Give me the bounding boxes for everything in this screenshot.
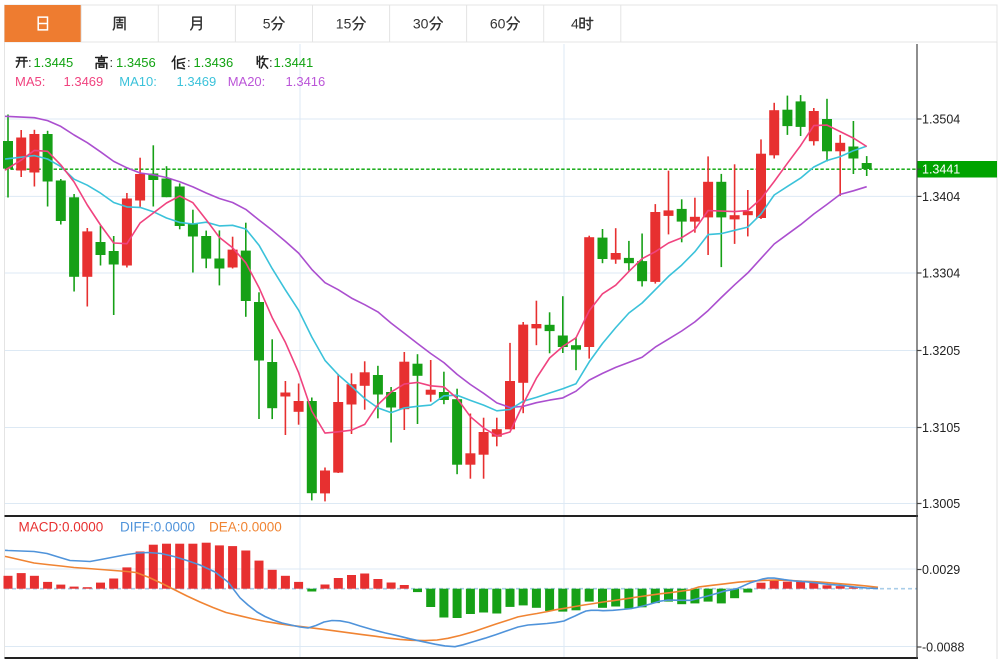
svg-text::: : bbox=[110, 55, 114, 70]
svg-text:4: 4 bbox=[571, 16, 579, 32]
svg-text:DEA:0.0000: DEA:0.0000 bbox=[209, 520, 282, 535]
svg-text:MACD:0.0000: MACD:0.0000 bbox=[19, 520, 104, 535]
svg-text:1.3404: 1.3404 bbox=[922, 190, 960, 204]
svg-text::: : bbox=[187, 55, 191, 70]
svg-text:1.3469: 1.3469 bbox=[64, 74, 104, 89]
svg-text:1.3436: 1.3436 bbox=[194, 55, 234, 70]
svg-text:15: 15 bbox=[336, 16, 352, 32]
svg-text:1.3469: 1.3469 bbox=[177, 74, 217, 89]
svg-text:MA20:: MA20: bbox=[228, 74, 266, 89]
svg-text:1.3105: 1.3105 bbox=[922, 421, 960, 435]
svg-text:5: 5 bbox=[263, 16, 271, 32]
svg-text:1.3205: 1.3205 bbox=[922, 344, 960, 358]
svg-text:DIFF:0.0000: DIFF:0.0000 bbox=[120, 520, 195, 535]
svg-text:0.0029: 0.0029 bbox=[922, 563, 960, 577]
svg-text:30: 30 bbox=[413, 16, 429, 32]
svg-text::: : bbox=[269, 55, 273, 70]
svg-text:1.3504: 1.3504 bbox=[922, 113, 960, 127]
svg-text:1.3304: 1.3304 bbox=[922, 267, 960, 281]
svg-text:1.3441: 1.3441 bbox=[922, 163, 960, 177]
svg-text:1.3441: 1.3441 bbox=[274, 55, 314, 70]
svg-text:-0.0088: -0.0088 bbox=[922, 641, 964, 655]
svg-text:60: 60 bbox=[490, 16, 506, 32]
svg-text:1.3456: 1.3456 bbox=[116, 55, 156, 70]
svg-text:1.3416: 1.3416 bbox=[286, 74, 326, 89]
svg-text:MA10:: MA10: bbox=[119, 74, 157, 89]
svg-text::: : bbox=[28, 55, 32, 70]
svg-text:1.3005: 1.3005 bbox=[922, 497, 960, 511]
svg-text:MA5:: MA5: bbox=[15, 74, 45, 89]
svg-text:1.3445: 1.3445 bbox=[34, 55, 74, 70]
